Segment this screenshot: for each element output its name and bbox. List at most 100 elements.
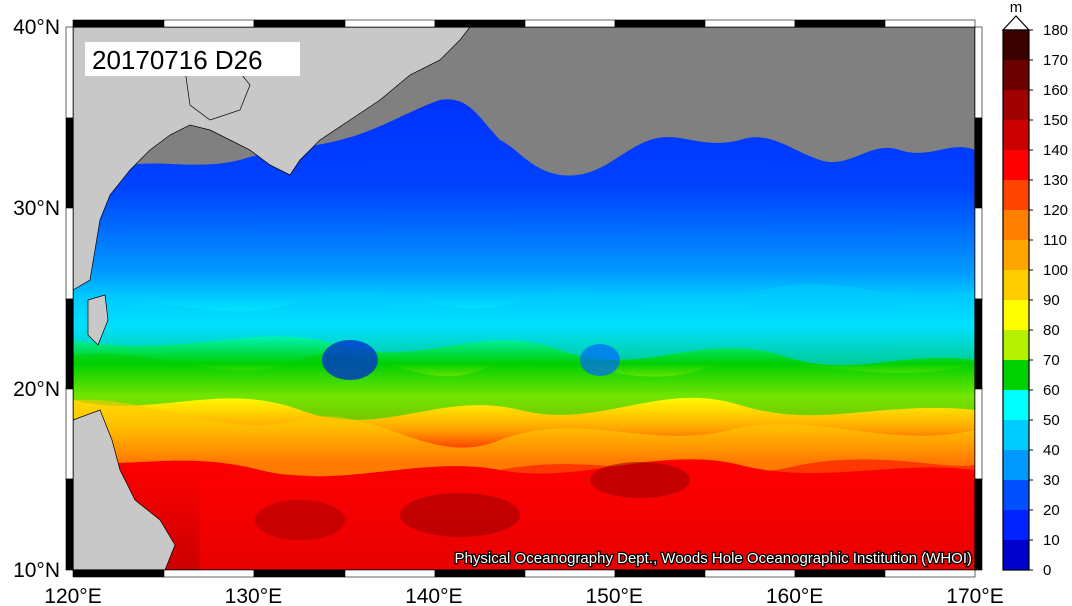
border-segment <box>434 19 526 28</box>
colorbar-swatch <box>1003 270 1029 300</box>
map-border <box>65 19 983 578</box>
longitude-label: 140°E <box>405 585 462 606</box>
border-segment <box>794 569 886 578</box>
colorbar-swatch <box>1003 90 1029 120</box>
blue-eddy <box>580 344 620 376</box>
cyan-band <box>73 284 975 366</box>
border-segment <box>253 569 346 578</box>
border-segment <box>72 19 165 28</box>
border-segment <box>65 207 74 300</box>
colorbar-swatch <box>1003 330 1029 360</box>
colorbar-unit: m <box>1010 0 1023 16</box>
colorbar-label: 10 <box>1043 532 1060 549</box>
border-segment <box>704 569 796 578</box>
colorbar-label: 180 <box>1043 22 1068 39</box>
blue-eddy <box>322 340 378 380</box>
colorbar-label: 100 <box>1043 262 1068 279</box>
colorbar-label: 60 <box>1043 382 1060 399</box>
border-segment <box>884 569 976 578</box>
border-segment <box>974 388 983 480</box>
colorbar-swatch <box>1003 30 1029 60</box>
border-segment <box>614 569 706 578</box>
green-band <box>73 353 975 420</box>
border-segment <box>974 478 983 571</box>
colorbar-label: 30 <box>1043 472 1060 489</box>
land-east-asia <box>73 27 471 291</box>
colorbar-swatch <box>1003 240 1029 270</box>
deep-red-patch <box>255 500 345 540</box>
longitude-label: 130°E <box>225 585 282 606</box>
longitude-labels: 120°E 130°E 140°E 150°E 160°E 170°E <box>44 585 1003 606</box>
credit-text: Physical Oceanography Dept., Woods Hole … <box>455 550 972 567</box>
border-segment <box>794 19 886 28</box>
colorbar-label: 160 <box>1043 82 1068 99</box>
border-segment <box>65 26 74 119</box>
title-box: 20170716 D26 <box>85 42 300 76</box>
border-segment <box>65 478 74 571</box>
border-segment <box>614 19 706 28</box>
map-plot-area <box>73 27 975 570</box>
colorbar-swatch <box>1003 450 1029 480</box>
longitude-label: 170°E <box>946 585 1003 606</box>
colorbar-swatch <box>1003 390 1029 420</box>
border-segment <box>974 207 983 300</box>
land-philippines <box>73 409 176 570</box>
latitude-label: 30°N <box>13 197 60 220</box>
latitude-label: 10°N <box>13 559 60 582</box>
border-segment <box>65 117 74 209</box>
colorbar-swatch <box>1003 120 1029 150</box>
longitude-label: 150°E <box>585 585 642 606</box>
border-segment <box>253 19 346 28</box>
border-segment <box>344 19 436 28</box>
colorbar-label: 130 <box>1043 172 1068 189</box>
border-segment <box>72 569 165 578</box>
border-segment <box>163 19 255 28</box>
deep-red-patch <box>590 462 690 498</box>
colorbar-swatch <box>1003 480 1029 510</box>
colorbar-swatch <box>1003 60 1029 90</box>
longitude-label: 120°E <box>44 585 101 606</box>
colorbar-label: 70 <box>1043 352 1060 369</box>
border-segment <box>974 26 983 119</box>
land-taiwan <box>87 294 109 346</box>
colorbar-swatch <box>1003 180 1029 210</box>
colorbar: 1801701601501401301201101009080706050403… <box>1001 0 1068 579</box>
colorbar-swatch <box>1003 420 1029 450</box>
colorbar-swatch <box>1003 150 1029 180</box>
colorbar-label: 140 <box>1043 142 1068 159</box>
colorbar-swatch <box>1003 510 1029 540</box>
border-segment <box>65 298 74 390</box>
colorbar-label: 120 <box>1043 202 1068 219</box>
border-segment <box>884 19 976 28</box>
colorbar-label: 40 <box>1043 442 1060 459</box>
red-band <box>200 459 975 570</box>
deep-red-patch <box>400 493 520 537</box>
border-segment <box>974 117 983 209</box>
colorbar-label: 80 <box>1043 322 1060 339</box>
map-title: 20170716 D26 <box>92 45 263 75</box>
latitude-label: 40°N <box>13 16 60 39</box>
border-segment <box>163 569 255 578</box>
border-segment <box>524 19 616 28</box>
longitude-label: 160°E <box>766 585 823 606</box>
colorbar-swatch <box>1003 360 1029 390</box>
border-segment <box>344 569 436 578</box>
colorbar-swatch <box>1003 300 1029 330</box>
yellow-band <box>73 399 975 477</box>
colorbar-label: 50 <box>1043 412 1060 429</box>
colorbar-label: 170 <box>1043 52 1068 69</box>
colorbar-swatch <box>1003 540 1029 570</box>
colorbar-label: 90 <box>1043 292 1060 309</box>
colorbar-arrow <box>1001 15 1031 31</box>
latitude-labels: 40°N 30°N 20°N 10°N <box>13 16 60 582</box>
colorbar-label: 110 <box>1043 232 1067 249</box>
border-segment <box>434 569 526 578</box>
colorbar-label: 150 <box>1043 112 1068 129</box>
border-segment <box>704 19 796 28</box>
colorbar-label: 0 <box>1043 562 1051 579</box>
latitude-label: 20°N <box>13 378 60 401</box>
border-segment <box>65 388 74 480</box>
colorbar-label: 20 <box>1043 502 1060 519</box>
border-segment <box>974 298 983 390</box>
